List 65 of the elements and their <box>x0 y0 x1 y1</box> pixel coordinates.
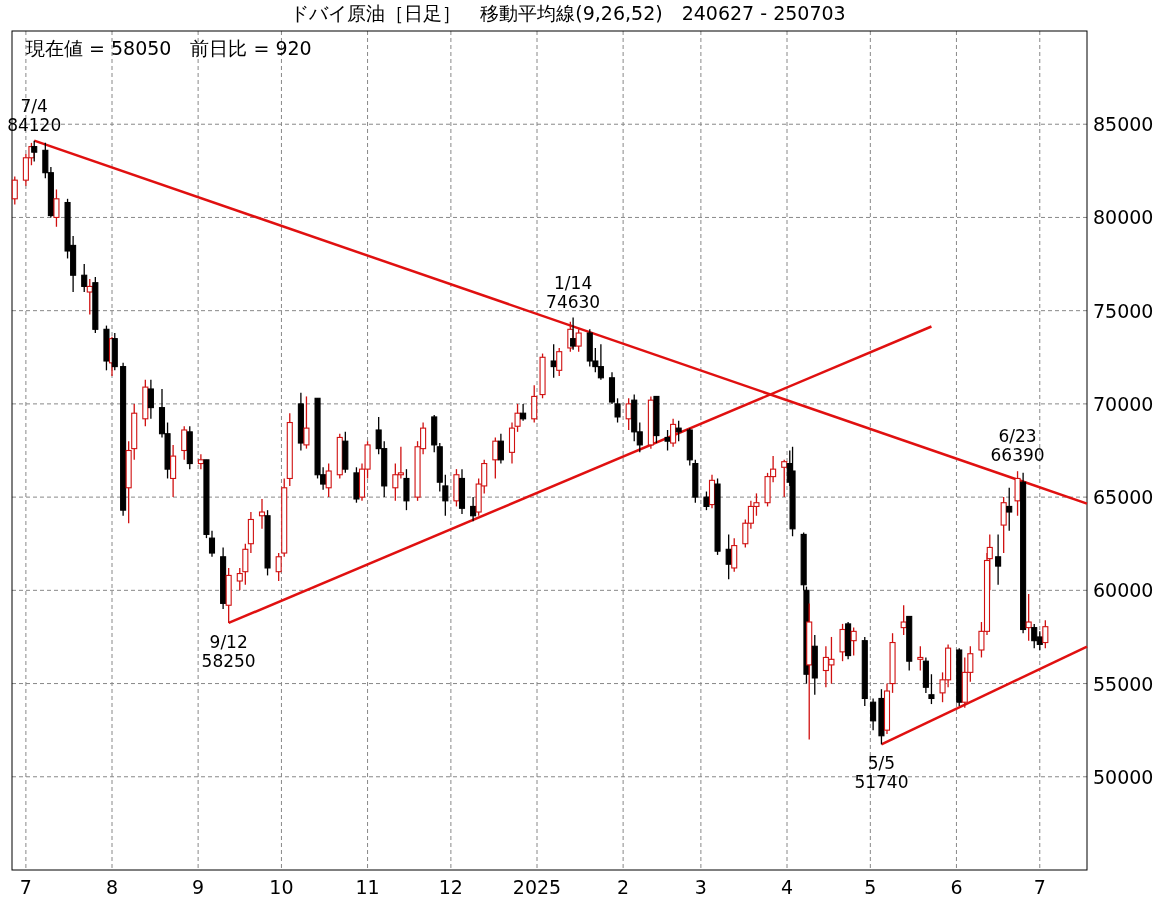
annotation: 現在値 = 58050 前日比 = 920 <box>26 37 312 59</box>
y-tick-label: 85000 <box>1093 113 1154 136</box>
annotation: 5/5 51740 <box>854 753 909 793</box>
x-tick-label: 6 <box>950 876 963 898</box>
candlestick <box>731 537 738 573</box>
x-tick-label: 2025 <box>512 876 562 898</box>
y-tick-label: 70000 <box>1093 392 1154 415</box>
candlestick <box>492 436 499 480</box>
candlestick <box>670 418 677 448</box>
candlestick <box>675 420 682 442</box>
annotation: 6/23 66390 <box>990 426 1045 466</box>
x-tick-label: 10 <box>269 876 294 898</box>
chart-title: ドバイ原油［日足］ 移動平均線(9,26,52) 240627 - 250703 <box>290 2 846 24</box>
x-tick-label: 3 <box>694 876 707 898</box>
y-tick-label: 75000 <box>1093 299 1154 322</box>
y-tick-label: 65000 <box>1093 486 1154 509</box>
annotation: 1/14 74630 <box>546 272 601 312</box>
candlestick <box>470 496 477 522</box>
x-tick-label: 7 <box>1033 876 1046 898</box>
candlestick <box>781 459 788 498</box>
candlestick <box>520 403 527 422</box>
y-tick-label: 60000 <box>1093 579 1154 602</box>
candlestick <box>497 433 504 465</box>
candlestick <box>442 474 449 517</box>
candlestick <box>181 425 188 461</box>
x-tick-label: 7 <box>19 876 32 898</box>
candlestick <box>258 498 266 530</box>
candlestick <box>1025 593 1032 642</box>
candlestick <box>303 395 310 450</box>
candlestick <box>403 468 410 511</box>
candlestick <box>1042 619 1049 649</box>
candlestick <box>928 673 935 705</box>
x-tick-label: 12 <box>438 876 463 898</box>
candlestick <box>703 490 710 511</box>
candlestick <box>81 263 88 293</box>
candlestick <box>11 175 18 206</box>
candlestick <box>275 552 282 582</box>
candlestick <box>53 188 60 228</box>
candlestick <box>325 462 332 498</box>
x-tick-label: 4 <box>780 876 794 898</box>
candlestick <box>147 379 154 420</box>
y-tick-label: 55000 <box>1093 672 1154 695</box>
annotation: 9/12 58250 <box>201 631 256 671</box>
candlestick <box>556 347 563 377</box>
candlestick <box>575 328 582 353</box>
candlestick <box>31 139 38 163</box>
x-tick-label: 8 <box>105 876 119 898</box>
candlestick <box>531 384 538 424</box>
y-tick-label: 50000 <box>1093 765 1154 788</box>
candlestick <box>170 444 177 498</box>
x-tick-label: 11 <box>355 876 380 898</box>
x-tick-label: 5 <box>864 876 877 898</box>
candlestick <box>1000 496 1007 554</box>
candlestick <box>850 626 857 657</box>
candlestick <box>917 645 924 672</box>
candlestick <box>1014 470 1021 517</box>
x-tick-label: 2 <box>617 876 630 898</box>
candlestick <box>870 697 877 731</box>
candlestick <box>1006 487 1013 532</box>
candlestick <box>839 623 846 662</box>
candlestick <box>664 429 671 452</box>
x-tick-label: 9 <box>192 876 205 898</box>
candlestick <box>995 533 1002 586</box>
y-tick-label: 80000 <box>1093 206 1154 229</box>
annotation: 7/4 84120 <box>7 95 62 135</box>
